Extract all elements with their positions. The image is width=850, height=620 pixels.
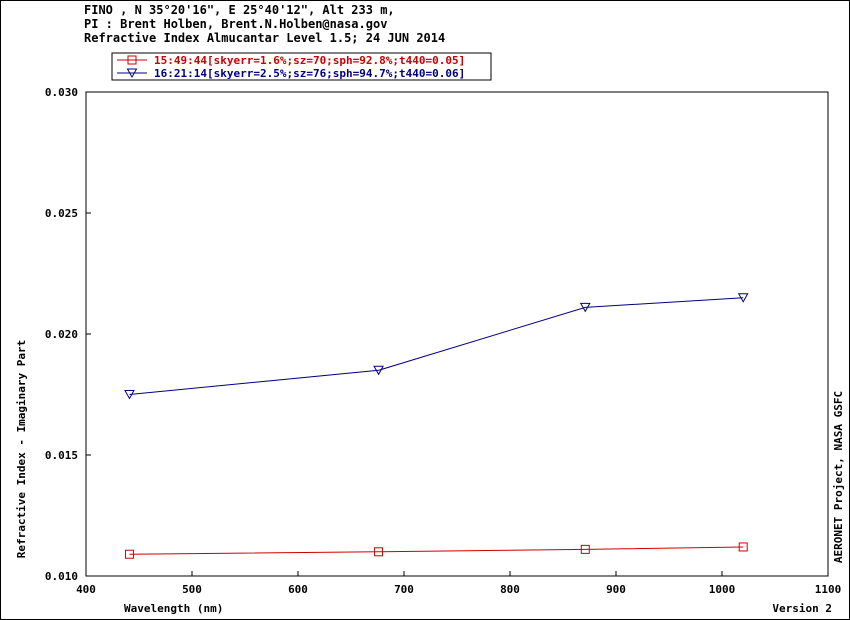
y-axis-label: Refractive Index - Imaginary Part bbox=[15, 340, 28, 559]
data-point-triangle bbox=[579, 302, 591, 313]
y-tick-label: 0.020 bbox=[45, 328, 78, 341]
x-tick-label: 800 bbox=[500, 583, 520, 596]
y-tick-label: 0.010 bbox=[45, 570, 78, 583]
series-layer bbox=[124, 293, 749, 559]
data-point-triangle bbox=[126, 68, 138, 79]
x-axis-label: Wavelength (nm) bbox=[124, 602, 223, 615]
legend: 15:49:44[skyerr=1.6%;sz=70;sph=92.8%;t44… bbox=[117, 54, 465, 80]
data-point-square bbox=[124, 549, 134, 559]
data-point-square bbox=[374, 547, 384, 557]
data-point-square bbox=[738, 542, 748, 552]
plot-area bbox=[85, 91, 829, 577]
x-tick-label: 400 bbox=[76, 583, 96, 596]
legend-box bbox=[111, 52, 492, 81]
x-tick-label: 1100 bbox=[815, 583, 842, 596]
x-tick-label: 700 bbox=[394, 583, 414, 596]
x-tick-label: 1000 bbox=[709, 583, 736, 596]
series-line-1 bbox=[129, 546, 744, 555]
series-line-2 bbox=[129, 297, 744, 395]
x-tick-label: 600 bbox=[288, 583, 308, 596]
x-tick-label: 900 bbox=[606, 583, 626, 596]
x-axis-ticks: 400 500 600 700 800 900 1000 1100 bbox=[76, 571, 841, 596]
header-product-line: Refractive Index Almucantar Level 1.5; 2… bbox=[84, 31, 446, 45]
version-label: Version 2 bbox=[772, 602, 832, 615]
y-tick-label: 0.030 bbox=[45, 86, 78, 99]
legend-label: 16:21:14[skyerr=2.5%;sz=76;sph=94.7%;t44… bbox=[154, 67, 465, 80]
legend-label: 15:49:44[skyerr=1.6%;sz=70;sph=92.8%;t44… bbox=[154, 54, 465, 67]
y-tick-label: 0.025 bbox=[45, 207, 78, 220]
y-axis-ticks: 0.010 0.015 0.020 0.025 0.030 bbox=[45, 86, 91, 583]
x-tick-label: 500 bbox=[182, 583, 202, 596]
data-point-square bbox=[127, 55, 137, 65]
data-point-triangle bbox=[124, 390, 135, 400]
data-point-triangle bbox=[737, 293, 749, 303]
header-pi-line: PI : Brent Holben, Brent.N.Holben@nasa.g… bbox=[84, 17, 388, 31]
header-site-line: FINO , N 35°20'16", E 25°40'12", Alt 233… bbox=[84, 3, 395, 17]
y-tick-label: 0.015 bbox=[45, 449, 78, 462]
project-credit-label: AERONET Project, NASA GSFC bbox=[832, 391, 845, 563]
data-point-square bbox=[580, 544, 590, 554]
data-point-triangle bbox=[373, 365, 384, 376]
